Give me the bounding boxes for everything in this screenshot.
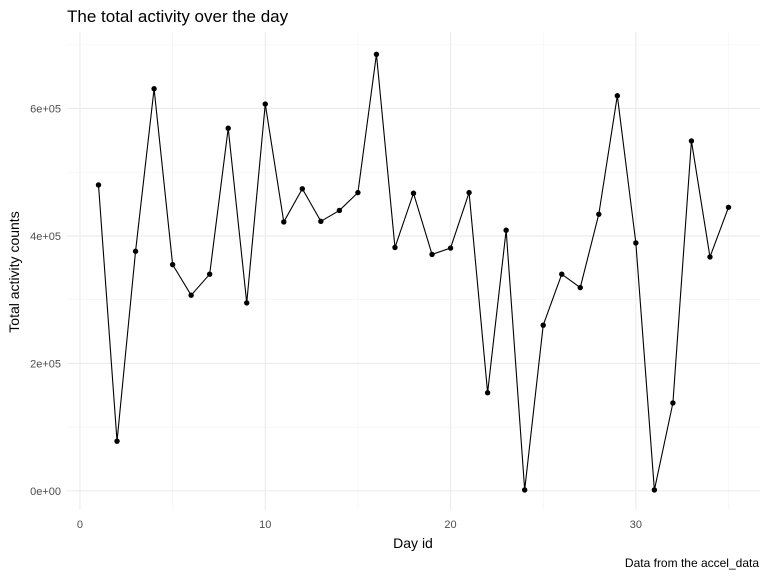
data-point [466,189,472,196]
data-point [188,292,194,298]
data-point [299,186,306,192]
data-point [596,211,602,217]
x-axis-label: Day id [393,535,433,551]
data-point [707,254,713,260]
data-point [540,322,546,328]
chart-title: The total activity over the day [67,7,289,26]
data-point [169,261,176,268]
y-tick-label: 2e+05 [30,358,61,370]
y-tick-label: 0e+00 [30,486,61,498]
series-line [97,54,730,491]
data-point [559,271,565,277]
data-point [355,189,361,196]
data-point [262,101,268,107]
data-point [484,390,491,396]
data-point [225,125,231,131]
data-point [373,51,380,58]
y-axis-label: Total activity counts [6,211,22,332]
data-point [281,219,287,225]
y-axis-ticks: 0e+00 2e+05 4e+05 6e+05 [30,103,61,497]
y-tick-label: 4e+05 [30,231,61,243]
data-point [614,93,621,99]
x-tick-label: 30 [630,519,642,531]
x-axis-ticks: 0 10 20 30 [77,519,642,531]
data-point [503,227,509,233]
data-point [114,438,120,444]
data-point [392,244,398,251]
data-point [410,190,417,196]
data-point [429,251,435,258]
data-point [244,300,250,306]
data-point [151,86,157,92]
data-point [206,271,213,277]
data-point [336,207,343,214]
series-group [95,51,732,493]
plot-grid [67,32,760,510]
chart-caption: Data from the accel_data [625,556,759,570]
data-point [447,245,454,251]
data-point [651,487,658,493]
data-point [725,204,732,210]
data-point [95,182,102,188]
x-tick-label: 0 [77,519,83,531]
x-tick-label: 20 [444,519,456,531]
data-point [688,138,695,144]
data-point [132,248,139,254]
data-point [633,240,639,246]
data-point [577,284,583,291]
data-point [670,400,676,406]
y-tick-label: 6e+05 [30,103,61,115]
data-point [318,218,324,224]
data-point [521,487,528,493]
x-tick-label: 10 [259,519,271,531]
